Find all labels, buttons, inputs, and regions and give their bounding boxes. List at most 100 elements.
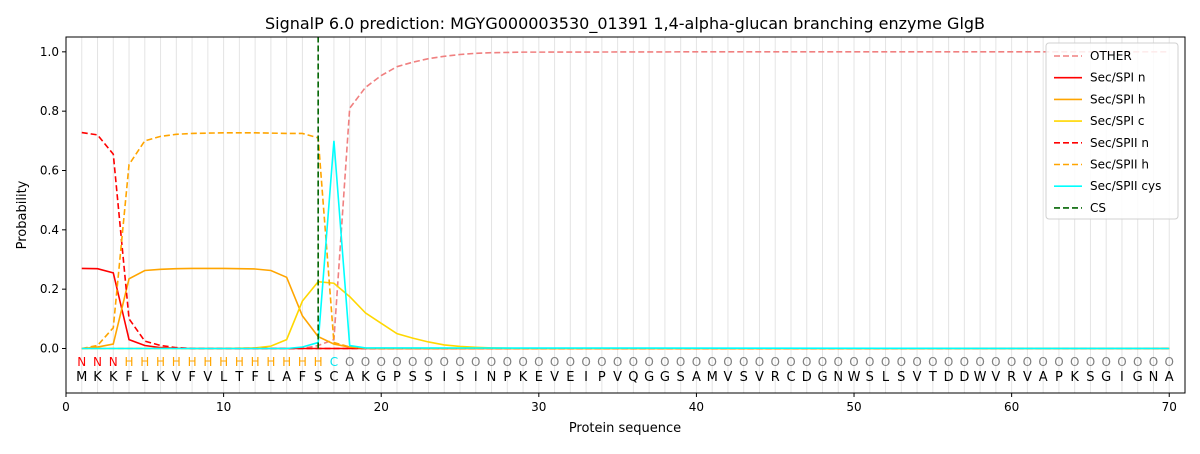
residue-letter: S bbox=[677, 370, 685, 385]
residue-letter: S bbox=[897, 370, 905, 385]
residue-letter: G bbox=[644, 370, 654, 385]
y-tick-label: 0.2 bbox=[40, 282, 59, 296]
legend-box bbox=[1045, 42, 1179, 220]
residue-letter: K bbox=[361, 370, 370, 385]
residue-letter: V bbox=[613, 370, 622, 385]
region-label: O bbox=[865, 355, 874, 369]
residue-letter: I bbox=[1120, 370, 1124, 385]
region-label: O bbox=[770, 355, 779, 369]
region-label: O bbox=[1070, 355, 1079, 369]
residue-letter: K bbox=[156, 370, 165, 385]
region-label: O bbox=[424, 355, 433, 369]
residue-letter: S bbox=[424, 370, 432, 385]
grid-lines bbox=[81, 37, 1170, 393]
residue-letter: V bbox=[172, 370, 181, 385]
region-label: H bbox=[314, 355, 323, 369]
region-label: O bbox=[912, 355, 921, 369]
region-label: O bbox=[534, 355, 543, 369]
region-label: O bbox=[550, 355, 559, 369]
residue-letter: V bbox=[755, 370, 764, 385]
x-tick-label: 50 bbox=[846, 400, 861, 414]
region-label: H bbox=[235, 355, 244, 369]
region-label: H bbox=[251, 355, 260, 369]
series-line-5 bbox=[81, 132, 1170, 350]
region-label: N bbox=[109, 355, 118, 369]
legend-label: CS bbox=[1090, 201, 1106, 215]
region-label: N bbox=[93, 355, 102, 369]
legend-label: OTHER bbox=[1090, 49, 1132, 63]
residue-letter: V bbox=[550, 370, 559, 385]
region-label: O bbox=[755, 355, 764, 369]
residue-letter: N bbox=[833, 370, 843, 385]
region-label: H bbox=[140, 355, 149, 369]
x-tick-label: 0 bbox=[62, 400, 70, 414]
region-label: O bbox=[881, 355, 890, 369]
region-label: O bbox=[518, 355, 527, 369]
residue-letter: G bbox=[1133, 370, 1143, 385]
series-line-1 bbox=[81, 267, 1170, 350]
y-tick-label: 0.6 bbox=[40, 164, 59, 178]
residue-letter: G bbox=[1101, 370, 1111, 385]
residue-letter: V bbox=[203, 370, 212, 385]
region-label: O bbox=[1149, 355, 1158, 369]
residue-letter: I bbox=[442, 370, 446, 385]
region-label: O bbox=[802, 355, 811, 369]
region-label: O bbox=[455, 355, 464, 369]
region-label: O bbox=[897, 355, 906, 369]
legend-label: Sec/SPII h bbox=[1090, 158, 1149, 172]
x-tick-label: 30 bbox=[531, 400, 546, 414]
region-label: H bbox=[203, 355, 212, 369]
region-label: O bbox=[944, 355, 953, 369]
residue-letter: A bbox=[1039, 370, 1048, 385]
region-label: O bbox=[644, 355, 653, 369]
legend-label: Sec/SPII cys bbox=[1090, 179, 1161, 193]
residue-letter: S bbox=[456, 370, 464, 385]
residue-letter: D bbox=[944, 370, 954, 385]
residue-letter: Q bbox=[628, 370, 638, 385]
series-line-3 bbox=[81, 280, 1170, 350]
y-tick-label: 1.0 bbox=[40, 45, 59, 59]
legend-label: Sec/SPI c bbox=[1090, 114, 1144, 128]
region-label: O bbox=[629, 355, 638, 369]
residue-letter: E bbox=[535, 370, 543, 385]
region-label: O bbox=[1165, 355, 1174, 369]
x-axis-label: Protein sequence bbox=[569, 421, 681, 436]
residue-letter: K bbox=[519, 370, 528, 385]
region-label: O bbox=[660, 355, 669, 369]
legend-label: Sec/SPII n bbox=[1090, 136, 1149, 150]
region-label: H bbox=[156, 355, 165, 369]
series-lines bbox=[81, 37, 1170, 350]
region-label: O bbox=[928, 355, 937, 369]
residue-letter: F bbox=[125, 370, 132, 385]
region-label: O bbox=[361, 355, 370, 369]
residue-letter: L bbox=[220, 370, 228, 385]
region-label: O bbox=[849, 355, 858, 369]
y-tick-label: 0.4 bbox=[40, 223, 59, 237]
legend-label: Sec/SPI h bbox=[1090, 92, 1145, 106]
x-tick-label: 10 bbox=[216, 400, 231, 414]
region-label: O bbox=[408, 355, 417, 369]
region-label: O bbox=[487, 355, 496, 369]
region-label: O bbox=[676, 355, 685, 369]
residue-letter: A bbox=[345, 370, 354, 385]
region-label: C bbox=[330, 355, 338, 369]
region-label: O bbox=[581, 355, 590, 369]
residue-letter: W bbox=[848, 370, 861, 385]
residue-letter: K bbox=[93, 370, 102, 385]
region-label: O bbox=[440, 355, 449, 369]
region-label: O bbox=[471, 355, 480, 369]
axes: 0 10 20 30 40 50 60 70 0.0 0.2 0.4 0.6 0.8 1.0 bbox=[40, 45, 1177, 414]
residue-letter: G bbox=[660, 370, 670, 385]
region-label: O bbox=[1038, 355, 1047, 369]
region-label: O bbox=[834, 355, 843, 369]
residue-letter: A bbox=[692, 370, 701, 385]
residue-letter: V bbox=[1023, 370, 1032, 385]
residue-letter: S bbox=[409, 370, 417, 385]
residue-letter: G bbox=[817, 370, 827, 385]
series-line-2 bbox=[81, 267, 1170, 350]
region-label: O bbox=[818, 355, 827, 369]
residue-letter: R bbox=[771, 370, 780, 385]
residue-letter: V bbox=[723, 370, 732, 385]
region-label: H bbox=[188, 355, 197, 369]
residue-letter: M bbox=[707, 370, 718, 385]
